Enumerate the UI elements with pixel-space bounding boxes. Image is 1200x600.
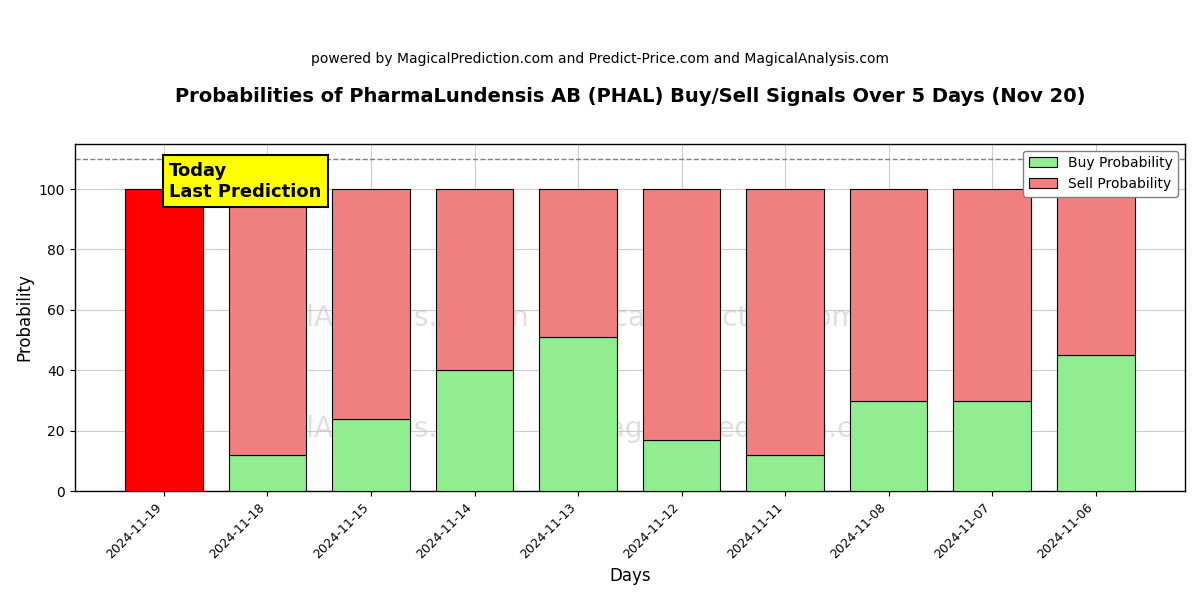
Text: Today
Last Prediction: Today Last Prediction (169, 162, 322, 200)
Bar (539, 337, 617, 491)
Text: MagicalPrediction.com: MagicalPrediction.com (584, 415, 898, 443)
Text: n  MagicalPrediction.com: n MagicalPrediction.com (511, 304, 859, 332)
Bar (332, 419, 410, 491)
Text: powered by MagicalPrediction.com and Predict-Price.com and MagicalAnalysis.com: powered by MagicalPrediction.com and Pre… (311, 52, 889, 66)
Text: calAnalysis.com: calAnalysis.com (275, 415, 497, 443)
Bar (850, 189, 928, 401)
Bar (1057, 355, 1134, 491)
Bar (229, 455, 306, 491)
Bar (539, 189, 617, 337)
Bar (1057, 189, 1134, 355)
Text: calAnalysis.com: calAnalysis.com (275, 304, 497, 332)
Bar (436, 370, 514, 491)
Legend: Buy Probability, Sell Probability: Buy Probability, Sell Probability (1024, 151, 1178, 197)
Bar (643, 189, 720, 440)
Bar (643, 440, 720, 491)
Bar (229, 189, 306, 455)
Bar (850, 401, 928, 491)
Bar (125, 189, 203, 491)
Bar (436, 189, 514, 370)
Title: Probabilities of PharmaLundensis AB (PHAL) Buy/Sell Signals Over 5 Days (Nov 20): Probabilities of PharmaLundensis AB (PHA… (174, 87, 1085, 106)
Y-axis label: Probability: Probability (16, 274, 34, 361)
Bar (953, 189, 1031, 401)
X-axis label: Days: Days (610, 567, 650, 585)
Bar (746, 189, 824, 455)
Bar (953, 401, 1031, 491)
Bar (332, 189, 410, 419)
Bar (746, 455, 824, 491)
